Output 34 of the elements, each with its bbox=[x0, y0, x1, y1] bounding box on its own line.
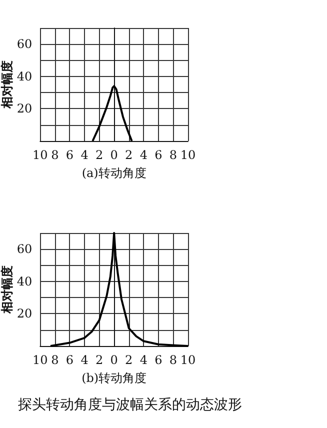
x-tick-label: 10 bbox=[180, 148, 196, 162]
x-tick-label: 4 bbox=[140, 353, 148, 367]
x-tick-label: 4 bbox=[80, 148, 89, 162]
x-axis-title: (b)转动角度 bbox=[82, 371, 147, 385]
x-tick-label: 6 bbox=[154, 353, 162, 367]
x-tick-label: 4 bbox=[80, 353, 89, 367]
x-tick-label: 2 bbox=[125, 353, 133, 367]
x-tick-label: 10 bbox=[32, 353, 48, 367]
x-tick-label: 6 bbox=[66, 148, 74, 162]
x-tick-label: 4 bbox=[140, 148, 148, 162]
x-tick-label: 10 bbox=[180, 353, 196, 367]
y-tick-label: 40 bbox=[16, 69, 32, 84]
y-tick-label: 60 bbox=[16, 242, 32, 256]
text: 探头转动角度与波幅关系的动态波形 bbox=[18, 397, 242, 413]
y-axis-title: 相对幅度 bbox=[0, 60, 14, 110]
x-tick-label: 8 bbox=[51, 353, 59, 367]
y-tick-label: 20 bbox=[16, 102, 32, 116]
x-tick-label: 2 bbox=[95, 353, 104, 367]
x-tick-label: 2 bbox=[95, 148, 104, 162]
x-tick-label: 0 bbox=[110, 353, 118, 367]
y-tick-label: 40 bbox=[16, 274, 32, 288]
x-tick-label: 2 bbox=[125, 148, 133, 162]
x-tick-label: 10 bbox=[32, 148, 48, 162]
x-tick-label: 6 bbox=[154, 148, 162, 162]
y-tick-label: 60 bbox=[16, 37, 32, 52]
x-tick-label: 6 bbox=[66, 353, 74, 367]
x-tick-label: 8 bbox=[51, 148, 59, 162]
y-axis-title: 相对幅度 bbox=[0, 266, 14, 314]
x-axis-title: (a)转动角度 bbox=[82, 166, 146, 180]
x-tick-label: 8 bbox=[169, 353, 178, 367]
x-tick-label: 8 bbox=[169, 148, 178, 162]
y-tick-label: 20 bbox=[16, 306, 32, 321]
line-series bbox=[92, 85, 133, 142]
x-tick-label: 0 bbox=[110, 148, 118, 162]
